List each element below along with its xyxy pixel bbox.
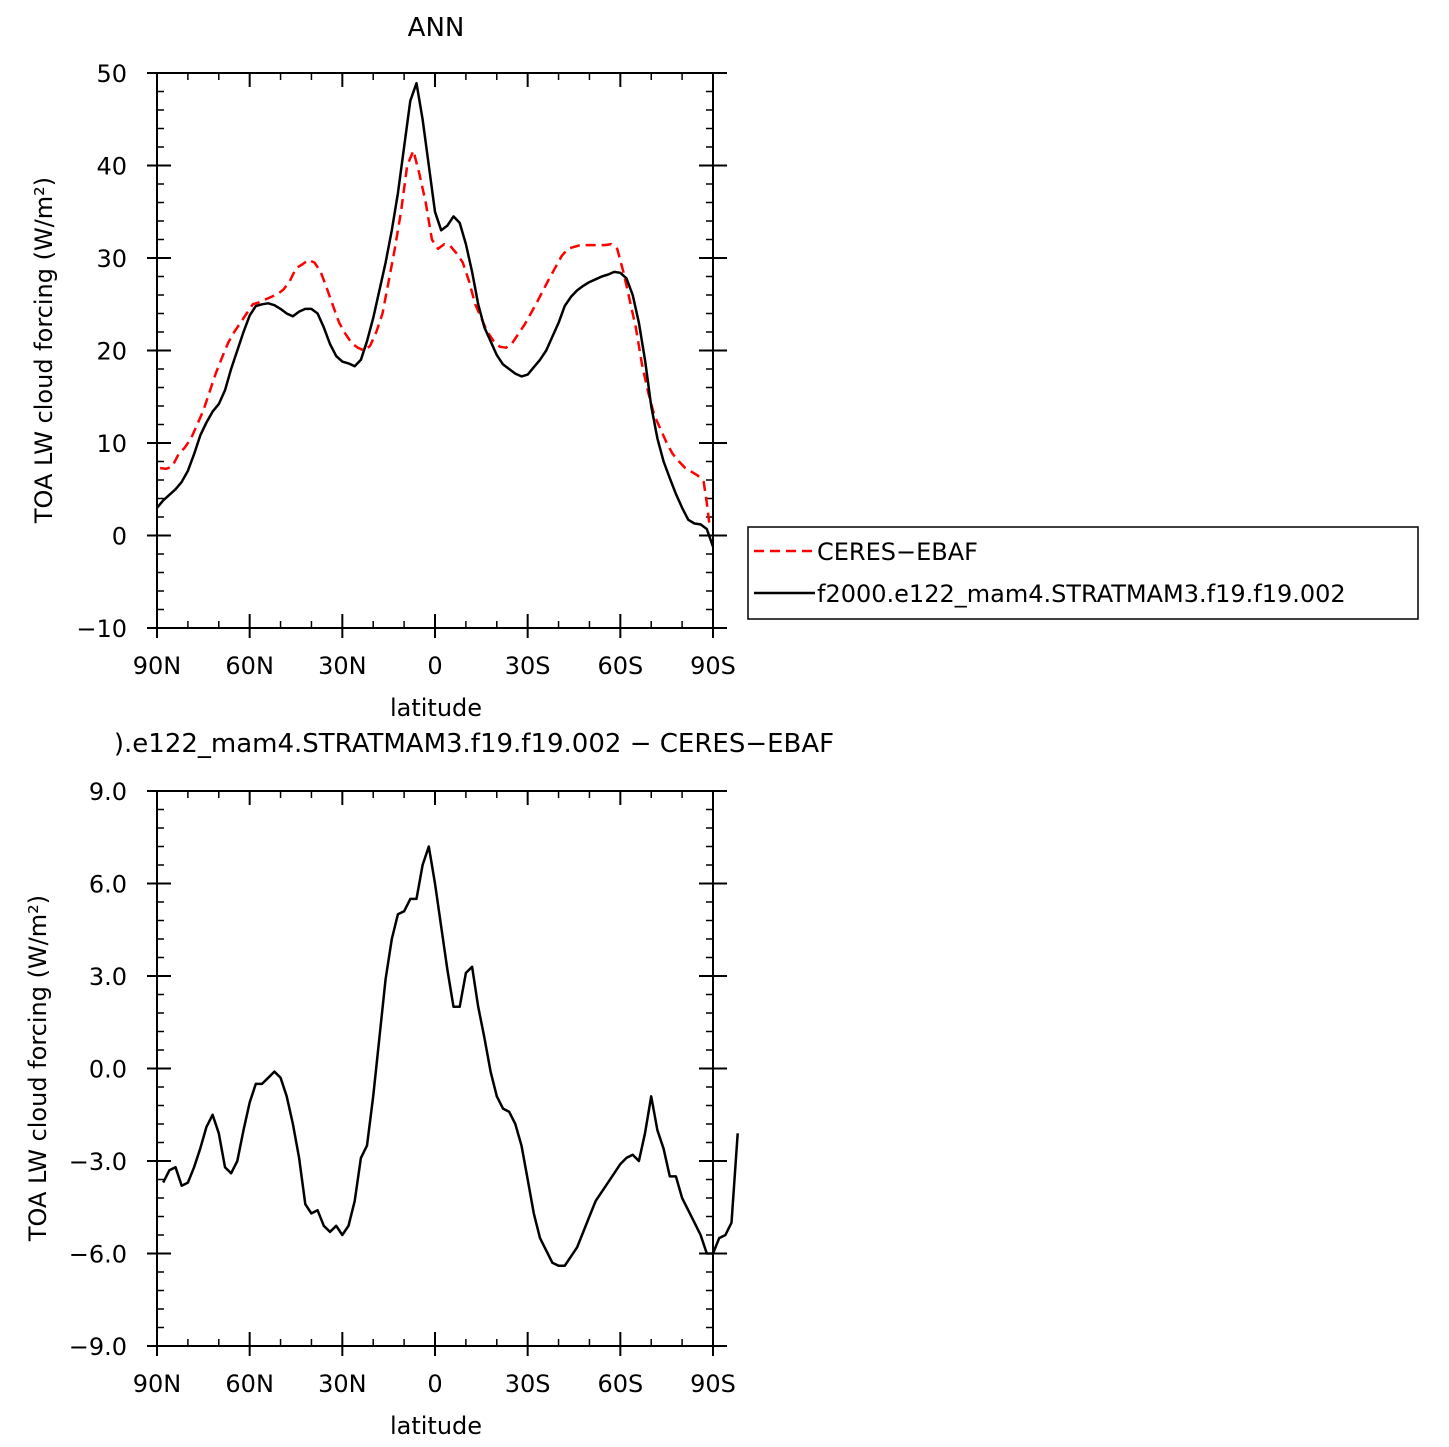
x-tick-label: 0 <box>427 652 442 680</box>
top-plot-frame <box>156 72 714 629</box>
panel-bottom: ).e122_mam4.STRATMAM3.f19.f19.002 − CERE… <box>24 729 834 1440</box>
y-tick-label: 10 <box>96 430 127 458</box>
y-tick-label: 50 <box>96 60 127 88</box>
y-tick-label: −6.0 <box>69 1241 127 1269</box>
y-tick-label: 9.0 <box>89 778 127 806</box>
legend-label-model: f2000.e122_mam4.STRATMAM3.f19.f19.002 <box>817 580 1346 608</box>
y-tick-label: 0.0 <box>89 1056 127 1084</box>
bottom-title: ).e122_mam4.STRATMAM3.f19.f19.002 − CERE… <box>114 729 834 759</box>
series-line-0 <box>162 845 739 1268</box>
top-title: ANN <box>408 13 465 43</box>
bottom-grid-ticks: 90N 60N 30N 0 30S 60S 90S −9.0 −6.0 −3.0 0.0 3.0 6.0… <box>69 778 736 1398</box>
y-tick-label: 0 <box>112 523 127 551</box>
top-grid-ticks: 90N 60N 30N 0 30S 60S 90S −10 0 10 20 30 40 50 <box>76 60 736 680</box>
x-tick-label: 30S <box>505 1370 551 1398</box>
y-tick-label: −10 <box>76 615 127 643</box>
x-tick-label: 60S <box>597 1370 643 1398</box>
x-tick-label: 90N <box>133 1370 182 1398</box>
legend: CERES−EBAF f2000.e122_mam4.STRATMAM3.f19… <box>747 526 1419 620</box>
x-tick-label: 60N <box>225 652 274 680</box>
legend-label-ceres: CERES−EBAF <box>817 538 978 566</box>
x-tick-label: 30S <box>505 652 551 680</box>
panel-top: ANN 90N 60N 30N 0 30S 60S 90S −10 0 10 20 30 40 50 la… <box>30 13 1419 722</box>
y-tick-label: 6.0 <box>89 871 127 899</box>
top-series <box>156 81 715 548</box>
x-tick-label: 30N <box>318 1370 367 1398</box>
x-tick-label: 30N <box>318 652 367 680</box>
bottom-xlabel: latitude <box>390 1412 482 1440</box>
legend-box <box>747 526 1419 620</box>
x-tick-label: 60S <box>597 652 643 680</box>
bottom-ylabel: TOA LW cloud forcing (W/m²) <box>24 895 52 1242</box>
x-tick-label: 90N <box>133 652 182 680</box>
x-tick-label: 90S <box>690 1370 736 1398</box>
bottom-plot-frame <box>156 790 714 1347</box>
y-tick-label: 40 <box>96 153 127 181</box>
y-tick-label: −3.0 <box>69 1148 127 1176</box>
y-tick-label: −9.0 <box>69 1333 127 1361</box>
series-line-0 <box>159 149 712 529</box>
x-tick-label: 0 <box>427 1370 442 1398</box>
bottom-series <box>162 845 739 1268</box>
top-xlabel: latitude <box>390 694 482 722</box>
y-tick-label: 20 <box>96 338 127 366</box>
top-ylabel: TOA LW cloud forcing (W/m²) <box>30 177 58 524</box>
x-tick-label: 90S <box>690 652 736 680</box>
y-tick-label: 3.0 <box>89 963 127 991</box>
y-tick-label: 30 <box>96 245 127 273</box>
series-line-1 <box>156 81 715 548</box>
x-tick-label: 60N <box>225 1370 274 1398</box>
